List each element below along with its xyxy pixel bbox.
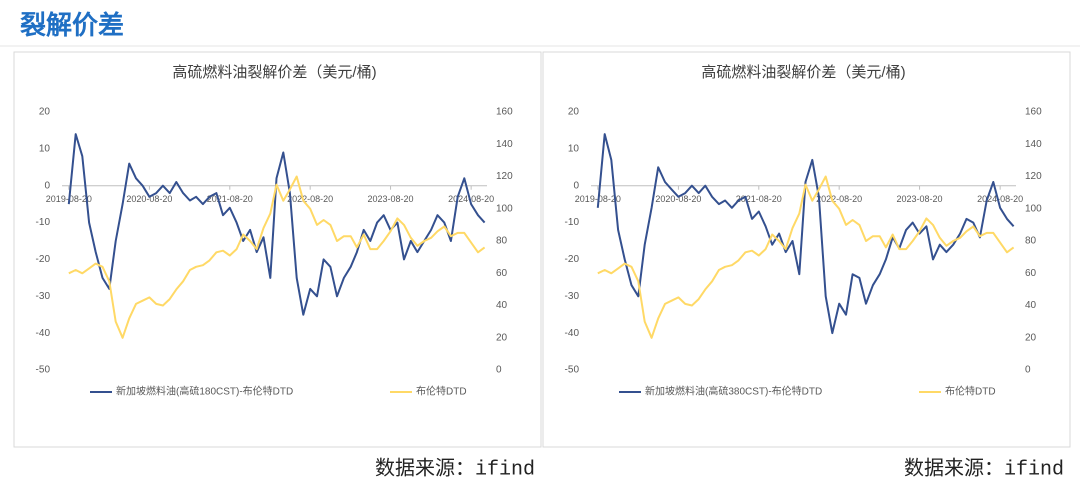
chart-title: 高硫燃料油裂解价差（美元/桶) [701,63,905,81]
data-line [596,133,1015,335]
x-tick-label: 2024-08-20 [977,194,1023,204]
legend-label: 新加坡燃料油(高硫180CST)-布伦特DTD [116,385,293,398]
x-tick-label: 2020-08-20 [655,194,701,204]
y2-tick-label: 60 [496,268,508,279]
y2-tick-label: 80 [1025,236,1037,247]
y-tick-label: -30 [36,291,51,302]
panel-frame [13,51,542,448]
y-tick-label: -40 [36,328,51,339]
y2-tick-label: 100 [1025,203,1042,214]
x-tick-label: 2020-08-20 [126,194,172,204]
legend-label: 布伦特DTD [945,385,996,398]
y2-tick-label: 60 [1025,268,1037,279]
y-tick-label: -50 [36,365,51,376]
data-line [67,133,486,316]
y-tick-label: -10 [36,217,51,228]
y2-tick-label: 20 [1025,332,1037,343]
y-tick-label: -10 [565,217,580,228]
y2-tick-label: 140 [496,139,513,150]
y-tick-label: -20 [36,254,51,265]
y2-tick-label: 140 [1025,139,1042,150]
y2-tick-label: 160 [1025,107,1042,118]
y2-tick-label: 40 [1025,300,1037,311]
y2-tick-label: 20 [496,332,508,343]
y-tick-label: 0 [44,180,50,191]
y2-tick-label: 80 [496,236,508,247]
y2-tick-label: 160 [496,107,513,118]
legend-label: 新加坡燃料油(高硫380CST)-布伦特DTD [645,385,822,398]
source-note: 数据来源：ifind [904,456,1064,481]
chart-title: 高硫燃料油裂解价差（美元/桶) [172,63,376,81]
x-tick-label: 2021-08-20 [736,194,782,204]
y2-tick-label: 40 [496,300,508,311]
x-tick-label: 2021-08-20 [207,194,253,204]
x-tick-label: 2024-08-20 [448,194,494,204]
x-tick-label: 2022-08-20 [816,194,862,204]
y2-tick-label: 100 [496,203,513,214]
y-tick-label: -30 [565,291,580,302]
y-tick-label: 10 [568,143,580,154]
y-tick-label: 0 [573,180,579,191]
y-tick-label: 20 [568,107,580,118]
y2-tick-label: 120 [1025,171,1042,182]
page-title: 裂解价差 [20,10,124,40]
y2-tick-label: 120 [496,171,513,182]
source-note: 数据来源：ifind [375,456,535,481]
y2-tick-label: 0 [496,365,502,376]
panel-frame [542,51,1071,448]
legend-label: 布伦特DTD [416,385,467,398]
y-tick-label: 20 [39,107,51,118]
x-tick-label: 2023-08-20 [368,194,414,204]
y-tick-label: 10 [39,143,51,154]
data-line [597,175,1015,339]
x-tick-label: 2023-08-20 [897,194,943,204]
y-tick-label: -50 [565,365,580,376]
y-tick-label: -20 [565,254,580,265]
y-tick-label: -40 [565,328,580,339]
data-line [68,175,486,339]
y2-tick-label: 0 [1025,365,1031,376]
x-tick-label: 2022-08-20 [287,194,333,204]
